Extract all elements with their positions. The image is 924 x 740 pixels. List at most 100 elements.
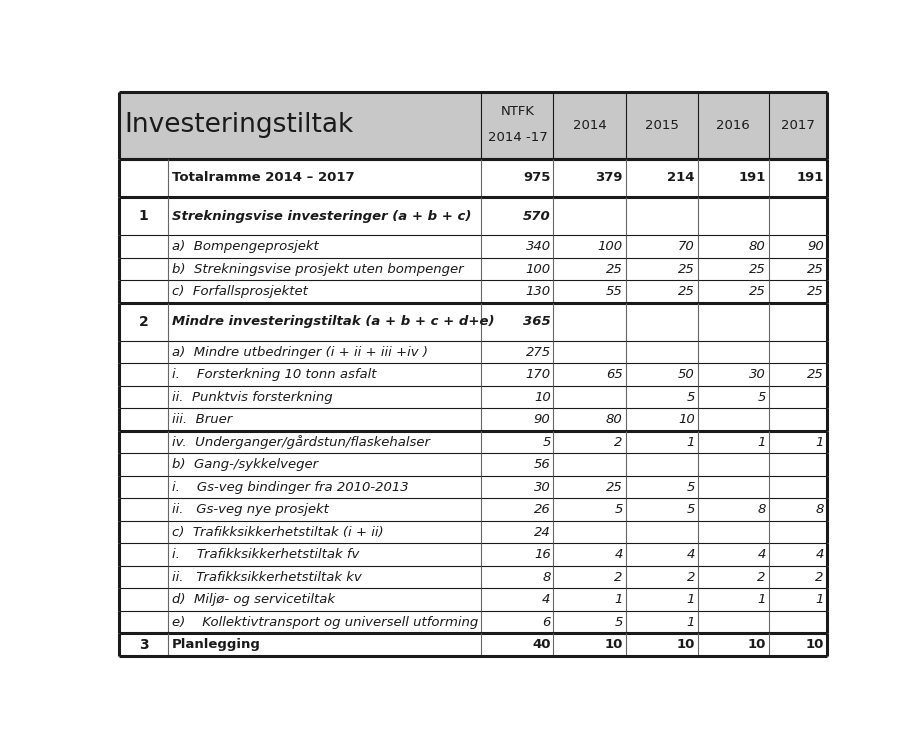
Text: 4: 4: [542, 593, 551, 606]
Bar: [119, 543, 827, 566]
Text: Mindre investeringstiltak (a + b + c + d+e): Mindre investeringstiltak (a + b + c + d…: [172, 315, 494, 329]
Text: 25: 25: [807, 285, 823, 298]
Text: e)    Kollektivtransport og universell utforming: e) Kollektivtransport og universell utfo…: [172, 616, 479, 628]
Text: a)  Mindre utbedringer (i + ii + iii +iv ): a) Mindre utbedringer (i + ii + iii +iv …: [172, 346, 428, 359]
Text: b)  Strekningsvise prosjekt uten bompenger: b) Strekningsvise prosjekt uten bompenge…: [172, 263, 464, 275]
Text: ii.   Trafikksikkerhetstiltak kv: ii. Trafikksikkerhetstiltak kv: [172, 571, 362, 584]
Text: 275: 275: [526, 346, 551, 359]
Text: 65: 65: [606, 369, 623, 381]
Bar: [119, 476, 827, 498]
Text: 975: 975: [523, 172, 551, 184]
Text: 30: 30: [534, 481, 551, 494]
Bar: [119, 280, 827, 303]
Text: 100: 100: [526, 263, 551, 275]
Text: iv.  Underganger/gårdstun/flaskehalser: iv. Underganger/gårdstun/flaskehalser: [172, 435, 431, 449]
Text: 2015: 2015: [645, 118, 678, 132]
Text: 570: 570: [523, 209, 551, 223]
Text: 10: 10: [676, 638, 695, 651]
Text: 25: 25: [807, 263, 823, 275]
Text: 90: 90: [807, 240, 823, 253]
Text: 130: 130: [526, 285, 551, 298]
Text: c)  Trafikksikkerhetstiltak (i + ii): c) Trafikksikkerhetstiltak (i + ii): [172, 525, 383, 539]
Text: 379: 379: [595, 172, 623, 184]
Text: 10: 10: [678, 413, 695, 426]
Text: 191: 191: [796, 172, 823, 184]
Text: Totalramme 2014 – 2017: Totalramme 2014 – 2017: [172, 172, 355, 184]
Bar: [119, 566, 827, 588]
Text: iii.  Bruer: iii. Bruer: [172, 413, 233, 426]
Bar: [119, 454, 827, 476]
Bar: [119, 408, 827, 431]
Text: 50: 50: [678, 369, 695, 381]
Text: 70: 70: [678, 240, 695, 253]
Text: 1: 1: [758, 593, 766, 606]
Text: 40: 40: [532, 638, 551, 651]
Text: 25: 25: [749, 263, 766, 275]
Text: 1: 1: [815, 593, 823, 606]
Bar: [119, 92, 827, 159]
Text: 2: 2: [687, 571, 695, 584]
Bar: [119, 610, 827, 633]
Text: 4: 4: [687, 548, 695, 561]
Text: 3: 3: [139, 637, 148, 651]
Text: i.    Trafikksikkerhetstiltak fv: i. Trafikksikkerhetstiltak fv: [172, 548, 359, 561]
Text: 8: 8: [758, 503, 766, 516]
Text: 24: 24: [534, 525, 551, 539]
Text: 1: 1: [614, 593, 623, 606]
Text: 1: 1: [139, 209, 149, 223]
Bar: [119, 588, 827, 610]
Text: 100: 100: [598, 240, 623, 253]
Text: 191: 191: [738, 172, 766, 184]
Text: 8: 8: [542, 571, 551, 584]
Bar: [119, 363, 827, 386]
Text: 25: 25: [678, 285, 695, 298]
Text: Strekningsvise investeringer (a + b + c): Strekningsvise investeringer (a + b + c): [172, 209, 471, 223]
Text: 365: 365: [523, 315, 551, 329]
Text: 26: 26: [534, 503, 551, 516]
Text: 30: 30: [749, 369, 766, 381]
Text: c)  Forfallsprosjektet: c) Forfallsprosjektet: [172, 285, 308, 298]
Text: 2017: 2017: [781, 118, 815, 132]
Text: 25: 25: [749, 285, 766, 298]
Text: 1: 1: [687, 593, 695, 606]
Text: 6: 6: [542, 616, 551, 628]
Text: Investeringstiltak: Investeringstiltak: [125, 112, 354, 138]
Text: b)  Gang-/sykkelveger: b) Gang-/sykkelveger: [172, 458, 319, 471]
Text: ii.  Punktvis forsterkning: ii. Punktvis forsterkning: [172, 391, 333, 404]
Bar: [119, 258, 827, 280]
Bar: [119, 159, 827, 197]
Text: NTFK: NTFK: [501, 105, 534, 118]
Text: 1: 1: [758, 436, 766, 448]
Text: 10: 10: [534, 391, 551, 404]
Text: 25: 25: [678, 263, 695, 275]
Text: 2014 -17: 2014 -17: [488, 131, 547, 144]
Text: 1: 1: [687, 436, 695, 448]
Text: 4: 4: [758, 548, 766, 561]
Text: 56: 56: [534, 458, 551, 471]
Bar: [119, 633, 827, 656]
Text: 4: 4: [815, 548, 823, 561]
Text: 10: 10: [748, 638, 766, 651]
Text: 10: 10: [806, 638, 823, 651]
Bar: [119, 386, 827, 408]
Bar: [119, 431, 827, 454]
Text: 5: 5: [687, 503, 695, 516]
Text: 10: 10: [604, 638, 623, 651]
Text: 2016: 2016: [716, 118, 750, 132]
Text: 5: 5: [614, 503, 623, 516]
Text: 2014: 2014: [573, 118, 606, 132]
Text: 2: 2: [614, 571, 623, 584]
Text: 5: 5: [687, 481, 695, 494]
Text: i.    Forsterkning 10 tonn asfalt: i. Forsterkning 10 tonn asfalt: [172, 369, 377, 381]
Text: 80: 80: [606, 413, 623, 426]
Text: 2: 2: [614, 436, 623, 448]
Bar: [119, 521, 827, 543]
Text: 170: 170: [526, 369, 551, 381]
Text: ii.   Gs-veg nye prosjekt: ii. Gs-veg nye prosjekt: [172, 503, 329, 516]
Text: 2: 2: [139, 315, 149, 329]
Text: 25: 25: [807, 369, 823, 381]
Text: 1: 1: [815, 436, 823, 448]
Text: 214: 214: [667, 172, 695, 184]
Bar: [119, 303, 827, 341]
Text: i.    Gs-veg bindinger fra 2010-2013: i. Gs-veg bindinger fra 2010-2013: [172, 481, 408, 494]
